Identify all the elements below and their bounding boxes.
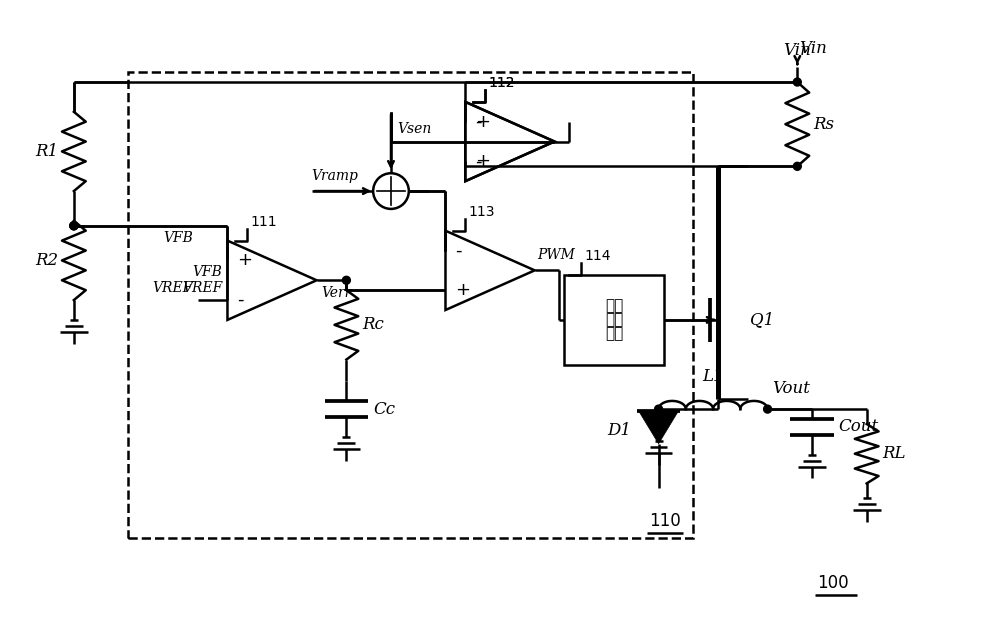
Text: 112: 112 [488, 76, 515, 90]
Circle shape [764, 405, 772, 413]
Text: +: + [455, 281, 470, 299]
Circle shape [70, 222, 78, 230]
Text: D1: D1 [607, 422, 631, 440]
Bar [564, 275, 664, 365]
Text: L1: L1 [702, 368, 724, 385]
Text: 逻辑: 逻辑 [605, 299, 623, 314]
Text: Vramp: Vramp [312, 169, 359, 183]
Text: -: - [237, 291, 244, 309]
Polygon shape [639, 411, 678, 444]
Text: 114: 114 [584, 249, 611, 264]
Text: VREF: VREF [153, 281, 193, 295]
Bar [128, 72, 693, 538]
Text: -: - [475, 113, 482, 131]
Text: VREF: VREF [182, 281, 223, 295]
Text: -: - [475, 153, 482, 171]
Text: 113: 113 [468, 205, 495, 219]
Circle shape [70, 222, 78, 230]
Circle shape [70, 222, 78, 230]
Text: Verr: Verr [322, 286, 352, 300]
Text: R2: R2 [35, 252, 58, 269]
Text: Vsen: Vsen [397, 122, 431, 136]
Text: 100: 100 [817, 575, 849, 593]
Text: RL: RL [883, 445, 906, 462]
Circle shape [793, 162, 801, 170]
Text: Vout: Vout [773, 380, 810, 397]
Circle shape [342, 277, 350, 284]
Text: Cout: Cout [838, 418, 878, 435]
Text: Q1: Q1 [750, 311, 774, 329]
Text: VFB: VFB [193, 265, 223, 280]
Text: 112: 112 [488, 76, 515, 90]
Text: 111: 111 [250, 215, 277, 229]
Text: 驱动: 驱动 [605, 312, 623, 327]
Circle shape [655, 405, 663, 413]
Text: 电路: 电路 [605, 326, 623, 341]
Text: Rs: Rs [813, 116, 834, 133]
Text: 110: 110 [649, 512, 680, 530]
Text: -: - [455, 242, 462, 260]
Text: R1: R1 [35, 143, 58, 160]
Text: Cc: Cc [373, 401, 395, 418]
Text: Vin: Vin [799, 40, 827, 57]
Text: PWM: PWM [538, 249, 576, 262]
Text: +: + [475, 113, 490, 131]
Text: VFB: VFB [163, 231, 193, 245]
Text: Rc: Rc [362, 316, 384, 334]
Text: Vin: Vin [783, 42, 811, 60]
Circle shape [793, 78, 801, 86]
Text: +: + [237, 252, 252, 270]
Text: +: + [475, 153, 490, 171]
